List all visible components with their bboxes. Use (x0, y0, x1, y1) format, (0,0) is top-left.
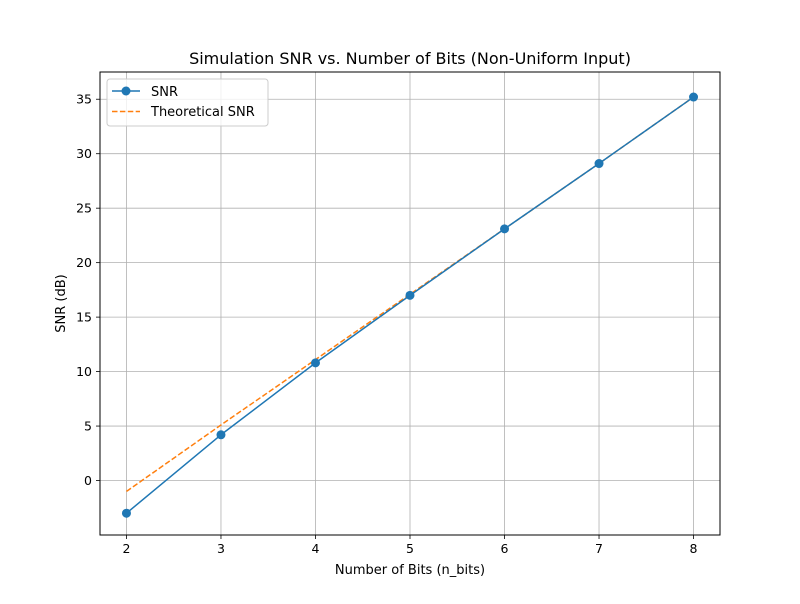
x-axis-label: Number of Bits (n_bits) (335, 563, 485, 578)
x-tick-label: 4 (312, 541, 320, 556)
y-tick-label: 30 (76, 146, 92, 161)
x-axis-ticks: 2 3 4 5 6 7 8 (122, 535, 698, 556)
series-line-theoretical-snr (126, 96, 694, 493)
y-tick-label: 20 (76, 255, 92, 270)
x-tick-label: 3 (217, 541, 225, 556)
data-point-snr (689, 92, 699, 102)
y-tick-label: 10 (76, 364, 92, 379)
x-tick-label: 8 (690, 541, 698, 556)
y-axis-ticks: 0 5 10 15 20 25 30 35 (76, 92, 100, 488)
data-point-snr (594, 159, 604, 169)
y-tick-label: 5 (84, 419, 92, 434)
legend-box (106, 78, 269, 127)
data-point-snr (500, 224, 510, 234)
x-tick-label: 6 (501, 541, 509, 556)
x-tick-label: 2 (122, 541, 130, 556)
data-point-snr (310, 358, 320, 368)
y-tick-label: 0 (84, 473, 92, 488)
y-tick-label: 25 (76, 201, 92, 216)
x-tick-label: 7 (595, 541, 603, 556)
x-tick-label: 5 (406, 541, 414, 556)
legend-label-snr: SNR (151, 85, 178, 100)
plot-series (121, 92, 699, 518)
legend-label-theoretical-snr: Theoretical SNR (150, 105, 255, 120)
legend: SNR Theoretical SNR (106, 78, 269, 127)
chart-title: Simulation SNR vs. Number of Bits (Non-U… (189, 49, 631, 68)
data-point-snr (216, 430, 226, 440)
y-tick-label: 15 (76, 310, 92, 325)
data-point-snr (405, 290, 415, 300)
data-point-snr (121, 508, 131, 518)
y-axis-label: SNR (dB) (54, 274, 69, 332)
y-tick-label: 35 (76, 92, 92, 107)
grid-lines (100, 72, 720, 535)
legend-marker-snr (121, 86, 131, 96)
